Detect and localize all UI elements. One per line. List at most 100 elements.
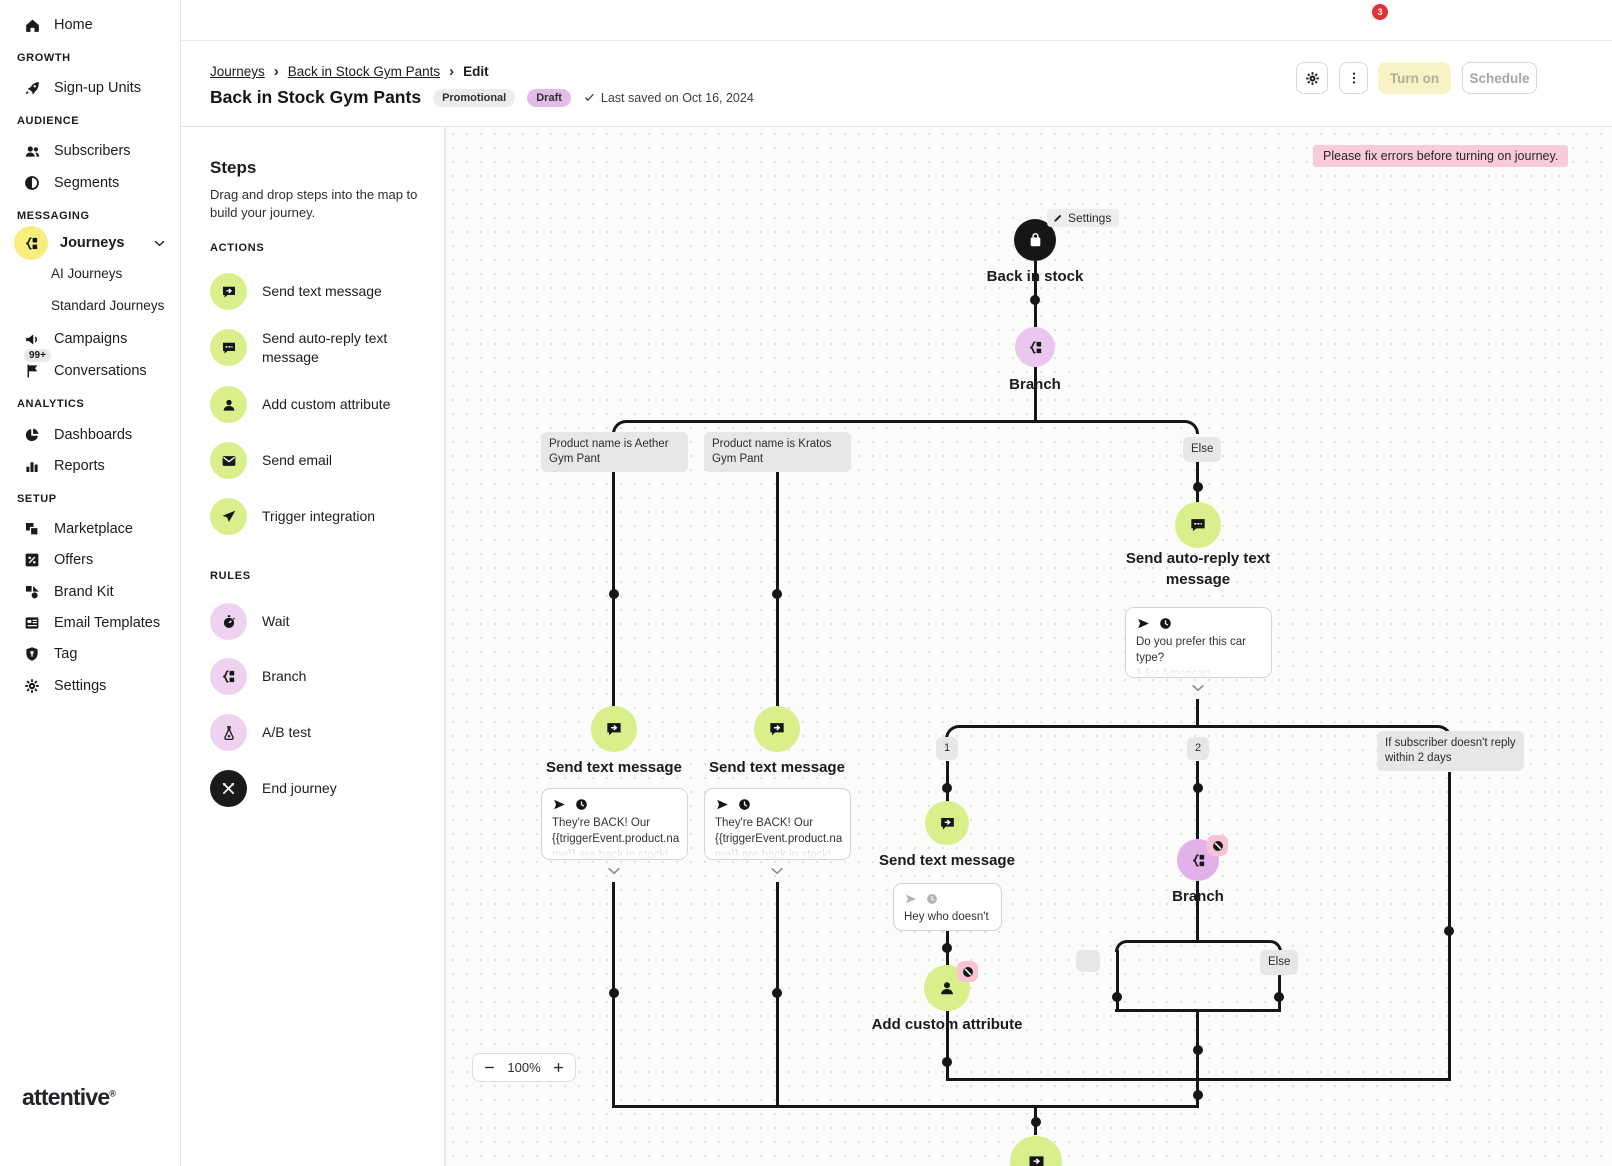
chevron-down-icon[interactable] — [152, 236, 167, 251]
sidebar-item-signup-units[interactable]: Sign-up Units — [0, 71, 181, 105]
step-end-journey[interactable]: End journey — [210, 770, 435, 807]
more-options-button[interactable] — [1339, 62, 1368, 94]
person-icon — [937, 978, 957, 998]
trigger-settings-chip[interactable]: Settings — [1047, 209, 1120, 227]
step-wait[interactable]: Wait — [210, 603, 435, 640]
sidebar-item-campaigns[interactable]: Campaigns — [0, 322, 181, 356]
connector-dot[interactable] — [1112, 992, 1122, 1002]
send-icon — [552, 797, 567, 812]
journey-canvas[interactable] — [445, 127, 1612, 1166]
message-text: {{triggerEvent.product.na — [715, 833, 843, 845]
zoom-out-button[interactable] — [482, 1060, 497, 1075]
zoom-in-button[interactable] — [551, 1060, 566, 1075]
section-messaging: MESSAGING — [17, 210, 90, 222]
branch-else-chip[interactable]: Else — [1260, 950, 1299, 975]
message-card-icons — [552, 797, 677, 812]
message-preview-card[interactable]: They're BACK! Our {{triggerEvent.product… — [704, 788, 851, 860]
connector-line — [1196, 881, 1199, 943]
connector-dot[interactable] — [942, 943, 952, 953]
connector-dot[interactable] — [1193, 783, 1203, 793]
connector-dot[interactable] — [1444, 926, 1454, 936]
rocket-icon — [22, 78, 42, 98]
branch-node-1[interactable] — [1015, 327, 1055, 367]
message-preview-card-disabled[interactable]: Hey who doesn't ... — [893, 883, 1002, 931]
connector-dot[interactable] — [942, 1057, 952, 1067]
sidebar-item-settings[interactable]: Settings — [0, 669, 181, 703]
turn-on-button[interactable]: Turn on — [1378, 62, 1451, 94]
connector-dot[interactable] — [772, 988, 782, 998]
connector-dot[interactable] — [1193, 1045, 1203, 1055]
step-branch[interactable]: Branch — [210, 658, 435, 695]
branch-icon — [210, 658, 247, 695]
sidebar-item-label: Reports — [54, 458, 105, 474]
connector-dot[interactable] — [609, 589, 619, 599]
breadcrumb-journeys[interactable]: Journeys — [210, 64, 265, 79]
branch-condition-chip-empty[interactable] — [1076, 950, 1100, 972]
rules-section-label: RULES — [210, 570, 251, 582]
sidebar-item-tag[interactable]: Tag — [0, 637, 181, 671]
connector-line — [1196, 458, 1199, 503]
breadcrumb-journey-name[interactable]: Back in Stock Gym Pants — [287, 64, 441, 79]
step-trigger-integration[interactable]: Trigger integration — [210, 498, 435, 535]
send-text-message-node[interactable] — [591, 706, 637, 752]
sidebar-item-journeys[interactable]: Journeys — [0, 226, 181, 260]
sidebar-item-reports[interactable]: Reports — [0, 449, 181, 483]
message-text: {{triggerEvent.product.na — [552, 833, 680, 845]
auto-reply-message-node[interactable] — [1175, 502, 1221, 548]
step-ab-test[interactable]: A/B test — [210, 714, 435, 751]
branch-condition-chip[interactable]: 1 — [936, 737, 958, 760]
step-add-custom-attribute[interactable]: Add custom attribute — [210, 386, 435, 423]
connector-dot[interactable] — [942, 783, 952, 793]
connector-dot[interactable] — [1193, 1090, 1203, 1100]
message-preview-card[interactable]: Do you prefer this car type? 1 for Ameri… — [1125, 607, 1272, 678]
connector-dot[interactable] — [1030, 295, 1040, 305]
chevron-down-icon[interactable] — [1189, 679, 1207, 697]
step-send-auto-reply[interactable]: Send auto-reply text message — [210, 329, 435, 366]
send-text-message-node[interactable] — [754, 706, 800, 752]
connector-line — [1196, 761, 1199, 839]
sidebar-item-email-templates[interactable]: Email Templates — [0, 606, 181, 640]
schedule-button[interactable]: Schedule — [1462, 62, 1537, 94]
last-saved-status: Last saved on Oct 16, 2024 — [583, 91, 754, 105]
connector-line — [1196, 699, 1199, 728]
error-badge — [957, 961, 978, 982]
sidebar-item-dashboards[interactable]: Dashboards — [0, 418, 181, 452]
branch-no-reply-chip[interactable]: If subscriber doesn't reply within 2 day… — [1377, 731, 1524, 771]
sidebar-item-standard-journeys[interactable]: Standard Journeys — [51, 298, 165, 313]
connector-dot[interactable] — [772, 589, 782, 599]
chevron-down-icon[interactable] — [768, 862, 786, 880]
connector-dot[interactable] — [609, 988, 619, 998]
gear-icon — [1304, 70, 1321, 87]
sidebar-item-offers[interactable]: Offers — [0, 543, 181, 577]
sidebar-item-home[interactable]: Home — [0, 8, 181, 42]
connector-dot[interactable] — [1193, 482, 1203, 492]
sidebar-item-ai-journeys[interactable]: AI Journeys — [51, 266, 123, 281]
shopping-bag-icon — [1025, 230, 1046, 251]
chevron-down-icon[interactable] — [605, 862, 623, 880]
zoom-level: 100% — [507, 1060, 541, 1075]
message-preview-card[interactable]: They're BACK! Our {{triggerEvent.product… — [541, 788, 688, 860]
sidebar-item-segments[interactable]: Segments — [0, 166, 181, 200]
connector-dot[interactable] — [1274, 992, 1284, 1002]
step-send-email[interactable]: Send email — [210, 442, 435, 479]
branch-condition-chip[interactable]: Product name is Aether Gym Pant — [541, 432, 688, 472]
journey-title-row: Back in Stock Gym Pants Promotional Draf… — [210, 87, 754, 108]
connector-dot[interactable] — [1031, 1117, 1041, 1127]
clock-icon — [737, 797, 752, 812]
sidebar-item-brand-kit[interactable]: Brand Kit — [0, 575, 181, 609]
node-label: Branch — [1009, 376, 1061, 393]
sidebar-item-label: Sign-up Units — [54, 80, 142, 96]
branch-else-chip[interactable]: Else — [1183, 437, 1222, 462]
node-label: Send text message — [709, 759, 845, 776]
pencil-icon — [1052, 212, 1064, 224]
node-label: Add custom attribute — [871, 1016, 1023, 1033]
sidebar-item-subscribers[interactable]: Subscribers — [0, 134, 181, 168]
sidebar-item-marketplace[interactable]: Marketplace — [0, 512, 181, 546]
branch-condition-chip[interactable]: 2 — [1187, 737, 1209, 760]
send-text-message-node[interactable] — [925, 801, 969, 845]
journey-settings-button[interactable] — [1296, 62, 1328, 94]
section-setup: SETUP — [17, 493, 57, 505]
branch-condition-chip[interactable]: Product name is Kratos Gym Pant — [704, 432, 851, 472]
step-send-text-message[interactable]: Send text message — [210, 273, 435, 310]
sidebar-item-conversations[interactable]: Conversations — [0, 354, 181, 388]
